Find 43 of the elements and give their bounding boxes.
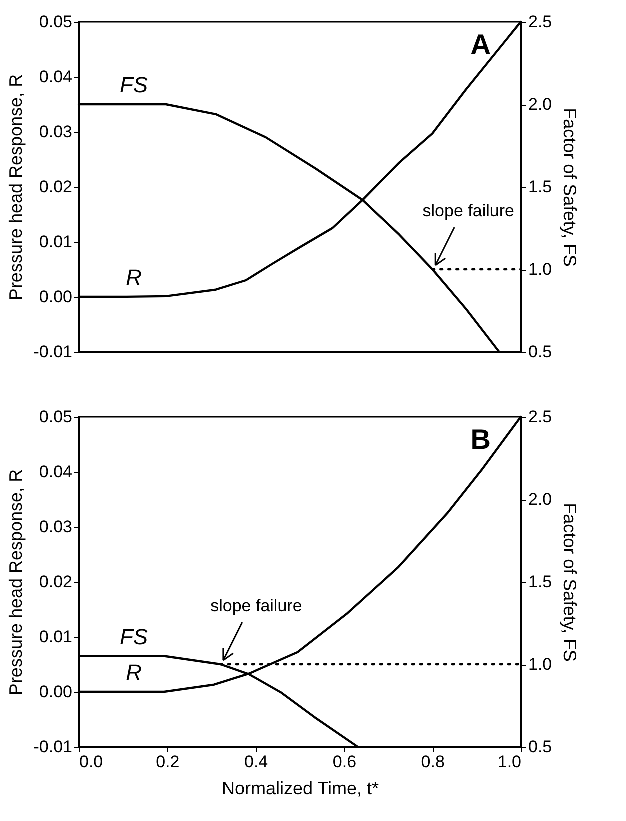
y2-tick-label: 1.0 [528, 655, 552, 674]
x-tick-label: 0.2 [156, 752, 180, 772]
legend-label: FS [120, 72, 148, 98]
y2-tick-label: 1.5 [528, 178, 552, 196]
y-tick-label: 0.05 [39, 12, 72, 32]
y-tick-label: 0.03 [39, 122, 72, 142]
y2-tick-label: 0.5 [528, 738, 552, 756]
y-tick-label: -0.01 [34, 738, 72, 756]
x-tick-label: 0.8 [421, 752, 445, 772]
y-tick-label: 0.05 [39, 408, 72, 426]
y-tick-label: 0.04 [39, 462, 72, 482]
y-tick-label: 0.03 [39, 518, 72, 536]
y2-tick-label: 1.0 [528, 260, 552, 279]
x-tick-label: 0.6 [332, 752, 357, 772]
y-tick-label: 0.00 [39, 682, 72, 702]
y-tick-label: 0.02 [39, 178, 72, 196]
x-axis-title: Normalized Time, t* [222, 778, 380, 798]
x-tick-label: 0.0 [80, 752, 104, 772]
y-axis-title: Pressure head Response, R [6, 469, 26, 696]
y2-tick-label: 2.0 [528, 95, 552, 114]
y2-axis-title: Factor of Safety, FS [560, 108, 580, 267]
x-tick-label: 1.0 [498, 752, 522, 772]
y2-tick-label: 2.5 [528, 12, 552, 32]
y-tick-label: 0.02 [39, 572, 72, 592]
y2-tick-label: 1.5 [528, 572, 552, 592]
y-tick-label: 0.00 [39, 288, 72, 306]
series-label: R [126, 660, 142, 685]
y-tick-label: -0.01 [34, 342, 72, 362]
y2-tick-label: 2.5 [528, 408, 552, 426]
series-label: R [126, 265, 142, 290]
annotation: slope failure [210, 596, 302, 616]
y2-axis-title: Factor of Safety, FS [560, 503, 580, 662]
x-tick-label: 0.4 [244, 752, 268, 772]
annotation: A [470, 29, 491, 60]
y-tick-label: 0.04 [39, 68, 72, 86]
y2-tick-label: 0.5 [528, 342, 552, 362]
legend-label: FS [120, 624, 148, 650]
y2-tick-label: 2.0 [528, 490, 552, 509]
annotation: slope failure [422, 202, 514, 220]
y-axis-title: Pressure head Response, R [6, 74, 26, 301]
annotation: B [470, 424, 491, 455]
y-tick-label: 0.01 [39, 232, 72, 252]
y-tick-label: 0.01 [39, 628, 72, 646]
